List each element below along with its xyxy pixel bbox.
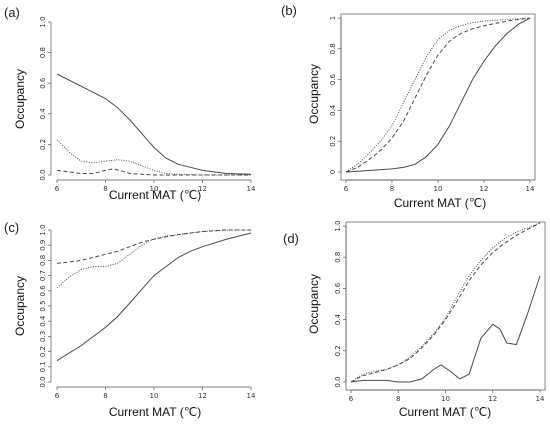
y-tick-label: 1.0 (334, 220, 342, 231)
y-tick-label: 0.4 (334, 313, 342, 325)
x-tick-label: 12 (198, 392, 207, 400)
plot-frame (340, 13, 536, 181)
panel-2: (b) 6 8 10 12 14 0 0.2 0.4 0.6 0.8 1 Current MAT (℃)… (281, 3, 536, 210)
y-tick-label: 0.1 (39, 361, 47, 372)
y-tick-label: 0.2 (39, 346, 47, 357)
y-tick-label: 0.4 (39, 108, 47, 120)
y-tick-label: 1.0 (39, 224, 47, 235)
series-line-dashed (350, 222, 541, 383)
y-tick-label: 0.6 (334, 282, 342, 294)
x-tick-label: 12 (488, 395, 497, 403)
y-tick-label: 0.6 (39, 77, 47, 89)
y-tick-label: 0.8 (39, 255, 47, 266)
y-tick-label: 0.8 (39, 47, 47, 58)
x-tick-label: 8 (103, 185, 107, 193)
y-axis-title: Occupancy (13, 69, 27, 129)
series-line-solid (56, 232, 252, 362)
x-tick-label: 10 (150, 185, 159, 193)
y-tick-label: 0.2 (329, 136, 337, 147)
y-tick-label: 1.0 (39, 16, 47, 27)
panel-1: (a) 6 8 10 12 14 0.0 0.2 0.4 0.6 0.8 1.0 Current MAT… (4, 5, 256, 202)
y-axis-title: Occupancy (307, 64, 321, 124)
x-tick-label: 6 (55, 185, 60, 193)
x-tick-label: 8 (390, 185, 394, 193)
y-tick-label: 0.3 (39, 331, 47, 342)
series-line-dotted (56, 229, 251, 289)
y-tick-label: 0.5 (39, 300, 47, 311)
x-tick-label: 12 (198, 185, 207, 193)
y-tick-label: 0.7 (39, 270, 47, 281)
y-tick-label: 0.6 (39, 285, 47, 297)
x-axis-title: Current MAT (℃) (394, 196, 486, 210)
x-tick-label: 6 (55, 392, 60, 400)
series-line-dashed (56, 168, 251, 176)
x-tick-label: 10 (434, 185, 443, 193)
y-tick-label: 0.4 (329, 104, 337, 116)
panel-label: (d) (283, 231, 299, 246)
y-tick-label: 0.9 (39, 240, 47, 251)
y-tick-label: 0.4 (39, 315, 47, 327)
y-tick-label: 0.2 (334, 345, 342, 356)
panel-3: (c) 6 8 10 12 14 0.0 0.1 0.2 0.3 0.4 0.5 0.6 0.7 0.8 0.… (4, 220, 256, 419)
panel-4: (d) 6 8 10 12 14 0.0 0.2 0.4 0.6 0.8 1.0 Current MAT… (283, 220, 546, 419)
x-tick-label: 8 (396, 395, 400, 403)
panel-label: (b) (281, 3, 297, 18)
panel-label: (c) (4, 220, 19, 235)
y-tick-label: 0.8 (334, 252, 342, 263)
series-line-dotted (345, 17, 531, 173)
series-line-dashed (56, 229, 251, 264)
y-tick-label: 1 (329, 16, 337, 20)
x-axis-title: Current MAT (℃) (109, 405, 201, 419)
x-tick-label: 14 (526, 185, 535, 193)
x-tick-label: 12 (480, 185, 489, 193)
x-axis-title: Current MAT (℃) (399, 405, 491, 419)
y-axis-title: Occupancy (307, 274, 321, 334)
series-line-dashed (345, 17, 531, 173)
y-tick-label: 0.0 (39, 376, 47, 387)
plot-frame (345, 221, 546, 391)
y-tick-label: 0.2 (39, 139, 47, 150)
y-tick-label: 0.0 (334, 376, 342, 387)
y-tick-label: 0.6 (329, 73, 337, 85)
panel-label: (a) (4, 5, 20, 20)
y-tick-label: 0 (329, 170, 337, 174)
series-line-dotted (350, 222, 541, 383)
series-line-solid (56, 73, 252, 175)
x-tick-label: 14 (247, 185, 256, 193)
y-tick-label: 0.0 (39, 169, 47, 180)
x-tick-label: 10 (441, 395, 450, 403)
x-axis-title: Current MAT (℃) (109, 188, 201, 202)
series-line-solid (345, 17, 531, 173)
x-tick-label: 14 (247, 392, 256, 400)
x-tick-label: 8 (103, 392, 107, 400)
y-tick-label: 0.8 (329, 43, 337, 54)
y-axis-title: Occupancy (13, 276, 27, 336)
x-tick-label: 6 (349, 395, 354, 403)
x-tick-label: 10 (150, 392, 159, 400)
series-line-solid (350, 275, 541, 383)
x-tick-label: 14 (536, 395, 545, 403)
x-tick-label: 6 (344, 185, 349, 193)
series-line-dotted (56, 139, 251, 176)
